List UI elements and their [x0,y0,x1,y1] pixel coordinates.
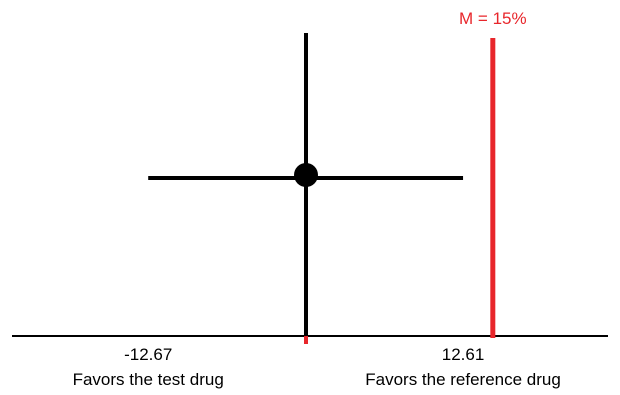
direction-label-left: Favors the test drug [73,370,224,389]
margin-label: M = 15% [459,9,527,28]
direction-label-right: Favors the reference drug [365,370,561,389]
point-estimate-marker [294,163,318,187]
tick-label-lower: -12.67 [124,345,172,364]
tick-label-upper: 12.61 [442,345,485,364]
